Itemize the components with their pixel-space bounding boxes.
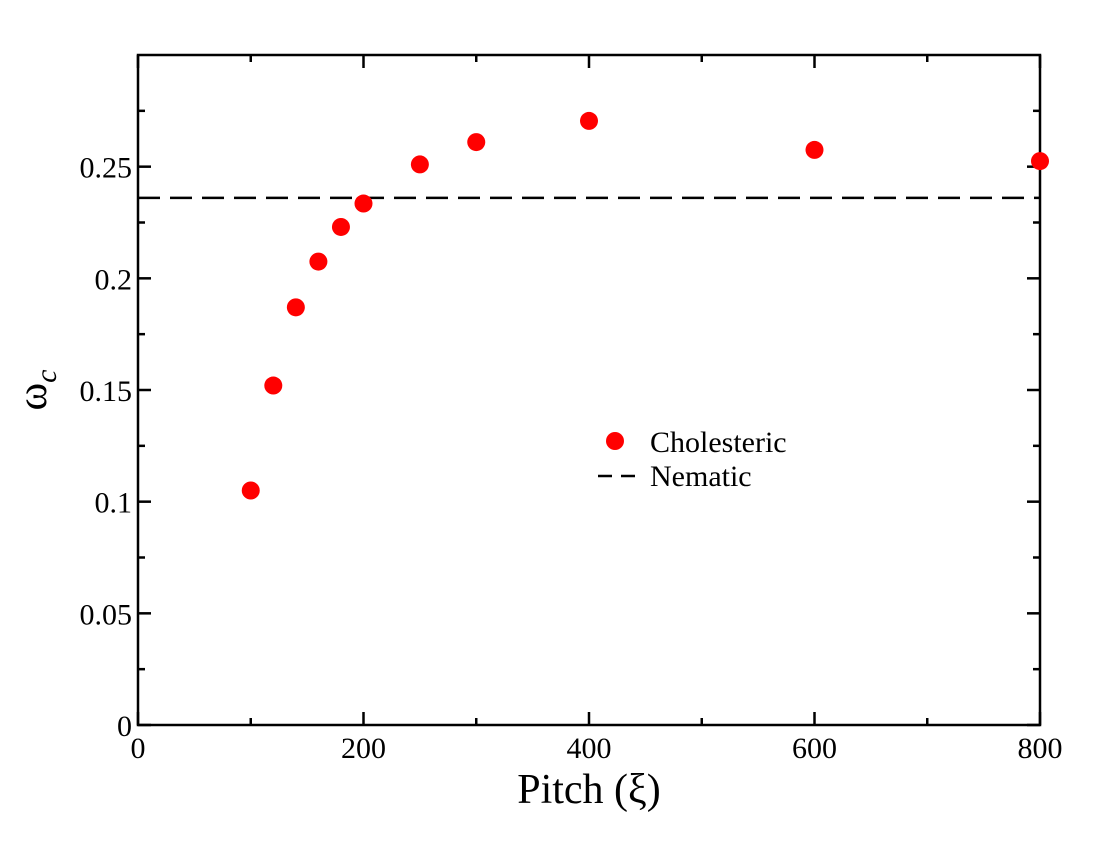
- y-tick-label: 0.2: [95, 263, 133, 296]
- x-tick-label: 600: [792, 732, 837, 765]
- x-axis-tick-labels: 0 200 400 600 800: [131, 732, 1063, 765]
- x-tick-label: 800: [1018, 732, 1063, 765]
- cholesteric-point: [467, 133, 486, 152]
- cholesteric-point: [580, 111, 598, 130]
- cholesteric-point: [286, 298, 305, 317]
- legend: Cholesteric Nematic: [598, 426, 787, 493]
- legend-marker-cholesteric: [606, 432, 624, 450]
- x-tick-label: 0: [131, 732, 146, 765]
- cholesteric-point: [241, 481, 260, 500]
- x-axis-title: Pitch (ξ): [517, 767, 661, 813]
- y-tick-label: 0.1: [95, 487, 133, 520]
- x-tick-label: 200: [341, 732, 386, 765]
- y-axis-ticks: [138, 109, 1040, 727]
- cholesteric-point: [309, 252, 328, 271]
- cholesteric-point: [354, 194, 373, 213]
- y-tick-label: 0.15: [80, 375, 133, 408]
- y-axis-title: ωc: [10, 370, 63, 411]
- y-tick-label: 0: [117, 710, 132, 743]
- series-layer: [138, 111, 1049, 500]
- cholesteric-point: [1031, 152, 1049, 171]
- legend-label-nematic: Nematic: [650, 460, 752, 493]
- x-axis-ticks: [136, 55, 1042, 725]
- y-axis-tick-labels: 0 0.05 0.1 0.15 0.2 0.25: [80, 152, 133, 743]
- cholesteric-point: [331, 217, 350, 236]
- y-tick-label: 0.05: [80, 598, 133, 631]
- x-tick-label: 400: [567, 732, 612, 765]
- y-axis-title-subscript: c: [30, 370, 63, 383]
- legend-label-cholesteric: Cholesteric: [650, 426, 787, 459]
- y-tick-label: 0.25: [80, 152, 133, 185]
- y-axis-title-symbol: ω: [10, 383, 56, 411]
- cholesteric-point: [264, 376, 283, 395]
- cholesteric-point: [410, 155, 429, 174]
- cholesteric-point: [805, 140, 824, 159]
